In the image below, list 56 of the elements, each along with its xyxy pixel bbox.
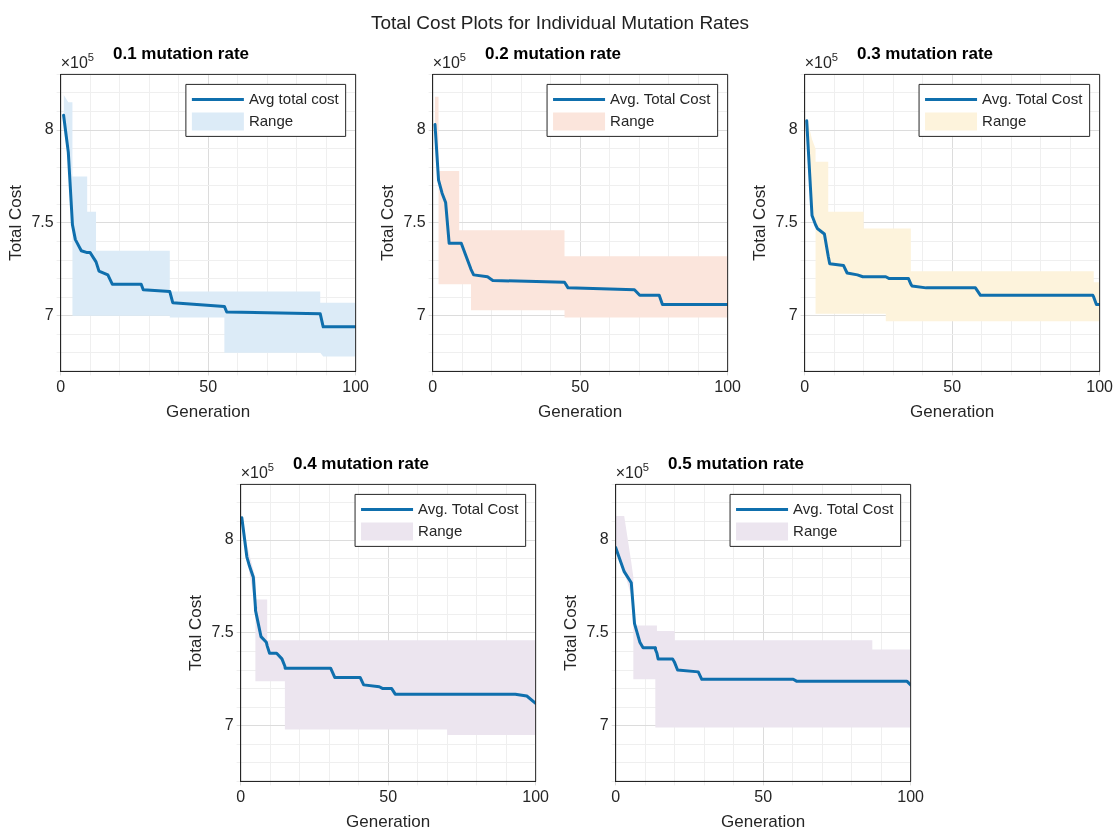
x-tick-label: 100 — [714, 378, 742, 396]
text: Total Cost Plots for Individual Mutation Rates — [369, 12, 751, 34]
chart-title: 0.1 mutation rate — [112, 43, 250, 63]
x-axis-title: Generation — [538, 402, 623, 422]
y-tick-label: 7.5 — [586, 623, 609, 641]
y-tick-label: 7 — [788, 306, 798, 324]
legend-label: Avg. Total Cost — [982, 89, 1084, 107]
x-tick-label: 0 — [56, 378, 66, 396]
y-axis-title: Total Cost — [377, 184, 397, 261]
y-tick-label: 7.5 — [775, 213, 798, 231]
y-tick-label: 8 — [788, 120, 798, 138]
chart-title: 0.4 mutation rate — [292, 453, 430, 473]
legend-label: Avg total cost — [248, 89, 340, 107]
y-tick-label: 7 — [44, 306, 54, 324]
x-tick-label: 100 — [897, 788, 925, 806]
chart-title: 0.3 mutation rate — [856, 43, 994, 63]
legend-label: Range — [248, 111, 294, 129]
y-tick-label: 8 — [224, 530, 234, 548]
legend-label: Range — [793, 521, 838, 539]
x-axis-title: Generation — [910, 402, 995, 422]
y-axis-title: Total Cost — [185, 594, 205, 671]
legend-label: Avg. Total Cost — [610, 89, 712, 107]
x-tick-label: 0 — [428, 378, 438, 396]
y-tick-label: 7 — [224, 716, 234, 734]
y-tick-label: 7 — [416, 306, 426, 324]
x-tick-label: 50 — [943, 378, 962, 396]
legend-label: Range — [610, 111, 655, 129]
x-tick-label: 100 — [342, 378, 370, 396]
legend-label: Avg. Total Cost — [418, 499, 520, 517]
x-tick-label: 0 — [611, 788, 621, 806]
y-tick-label: 8 — [599, 530, 609, 548]
x-axis-title: Generation — [166, 402, 251, 422]
y-tick-label: 7 — [599, 716, 609, 734]
x-tick-label: 0 — [800, 378, 810, 396]
x-tick-label: 0 — [236, 788, 246, 806]
legend-label: Range — [982, 111, 1027, 129]
y-tick-label: 8 — [44, 120, 54, 138]
x-tick-label: 100 — [1086, 378, 1114, 396]
y-tick-label: 7.5 — [211, 623, 234, 641]
chart-title: 0.5 mutation rate — [667, 453, 805, 473]
x-tick-label: 50 — [754, 788, 773, 806]
x-axis-title: Generation — [346, 812, 431, 832]
y-axis-title: Total Cost — [749, 184, 769, 261]
y-axis-title: Total Cost — [5, 184, 25, 261]
y-tick-label: 7.5 — [403, 213, 426, 231]
x-tick-label: 50 — [199, 378, 218, 396]
legend-label: Range — [418, 521, 463, 539]
chart-title: 0.2 mutation rate — [484, 43, 622, 63]
x-tick-label: 50 — [571, 378, 590, 396]
y-tick-label: 7.5 — [31, 213, 54, 231]
legend-label: Avg. Total Cost — [793, 499, 895, 517]
y-tick-label: 8 — [416, 120, 426, 138]
y-axis-title: Total Cost — [560, 594, 580, 671]
x-axis-title: Generation — [721, 812, 806, 832]
x-tick-label: 50 — [379, 788, 398, 806]
x-tick-label: 100 — [522, 788, 550, 806]
